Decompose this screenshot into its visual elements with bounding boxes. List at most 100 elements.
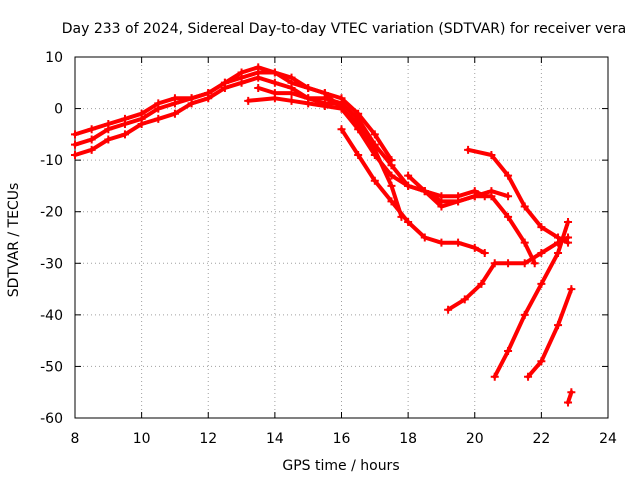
y-tick-label: -50 — [40, 359, 63, 375]
y-tick-label: 0 — [54, 102, 63, 118]
data-point — [487, 192, 496, 201]
data-point — [564, 398, 573, 407]
data-point — [490, 372, 499, 381]
data-point — [404, 218, 413, 227]
data-point — [370, 130, 379, 139]
data-point — [537, 223, 546, 232]
x-tick-label: 10 — [133, 431, 151, 447]
y-tick-label: -60 — [40, 411, 63, 427]
data-point — [104, 135, 113, 144]
data-point — [520, 202, 529, 211]
data-point — [87, 135, 96, 144]
data-point — [454, 197, 463, 206]
data-point — [504, 171, 513, 180]
series-line-s1 — [246, 96, 404, 219]
series-line-s3 — [339, 127, 487, 255]
data-point — [71, 140, 79, 149]
data-point — [454, 238, 463, 247]
data-point — [154, 99, 163, 108]
x-tick-label: 12 — [199, 431, 217, 447]
data-point — [270, 89, 279, 98]
data-point — [567, 285, 576, 294]
data-point — [564, 233, 573, 242]
data-point — [420, 187, 429, 196]
data-point — [387, 161, 396, 170]
data-point — [530, 259, 539, 268]
data-point — [170, 109, 179, 118]
y-tick-label: -20 — [40, 205, 63, 221]
data-point — [460, 295, 469, 304]
data-point — [554, 321, 563, 330]
data-point — [537, 357, 546, 366]
data-point — [320, 99, 329, 108]
data-point — [287, 73, 296, 82]
data-point — [254, 83, 263, 92]
data-point — [270, 78, 279, 87]
data-point — [520, 259, 529, 268]
data-point — [137, 120, 146, 129]
y-tick-label: 10 — [45, 50, 63, 66]
data-point — [337, 99, 346, 108]
data-point — [564, 218, 573, 227]
data-point — [370, 176, 379, 185]
data-point — [204, 94, 213, 103]
data-point — [237, 78, 246, 87]
series-line-s8 — [526, 287, 574, 379]
data-point — [337, 125, 346, 134]
data-point — [480, 248, 489, 257]
data-point — [420, 233, 429, 242]
data-point — [304, 94, 313, 103]
data-point — [220, 83, 229, 92]
data-point — [504, 259, 513, 268]
data-point — [444, 305, 453, 314]
data-point — [470, 192, 479, 201]
data-point — [504, 212, 513, 221]
y-tick-label: -30 — [40, 256, 63, 272]
x-axis-label: GPS time / hours — [282, 458, 399, 474]
data-point — [437, 192, 446, 201]
data-point — [387, 197, 396, 206]
data-point — [524, 372, 533, 381]
data-point — [567, 388, 576, 397]
data-point — [137, 109, 146, 118]
data-point — [71, 150, 79, 159]
data-point — [370, 140, 379, 149]
data-point — [354, 114, 363, 123]
data-point — [520, 238, 529, 247]
data-point — [537, 248, 546, 257]
data-point — [437, 238, 446, 247]
x-tick-label: 22 — [532, 431, 550, 447]
data-point — [104, 120, 113, 129]
data-point — [404, 181, 413, 190]
data-point — [387, 181, 396, 190]
y-tick-label: -40 — [40, 308, 63, 324]
data-point — [287, 96, 296, 105]
data-point — [71, 130, 79, 139]
x-tick-label: 24 — [599, 431, 617, 447]
chart-title: Day 233 of 2024, Sidereal Day-to-day VTE… — [62, 21, 626, 37]
data-point — [287, 89, 296, 98]
data-point — [87, 125, 96, 134]
data-point — [554, 248, 563, 257]
data-point — [477, 279, 486, 288]
data-point — [437, 202, 446, 211]
x-tick-label: 20 — [466, 431, 484, 447]
data-point — [537, 279, 546, 288]
data-point — [154, 114, 163, 123]
x-tick-label: 14 — [266, 431, 284, 447]
data-point — [270, 68, 279, 77]
y-tick-label: -10 — [40, 153, 63, 169]
data-point — [464, 145, 473, 154]
data-point — [470, 243, 479, 252]
data-point — [520, 310, 529, 319]
data-point — [87, 145, 96, 154]
data-point — [304, 83, 313, 92]
x-tick-label: 16 — [333, 431, 351, 447]
y-axis-label: SDTVAR / TECUs — [6, 183, 22, 298]
data-point — [504, 192, 513, 201]
data-point — [487, 150, 496, 159]
series-line-s7 — [492, 220, 570, 379]
data-point — [187, 99, 196, 108]
data-point — [120, 114, 129, 123]
data-point — [404, 171, 413, 180]
